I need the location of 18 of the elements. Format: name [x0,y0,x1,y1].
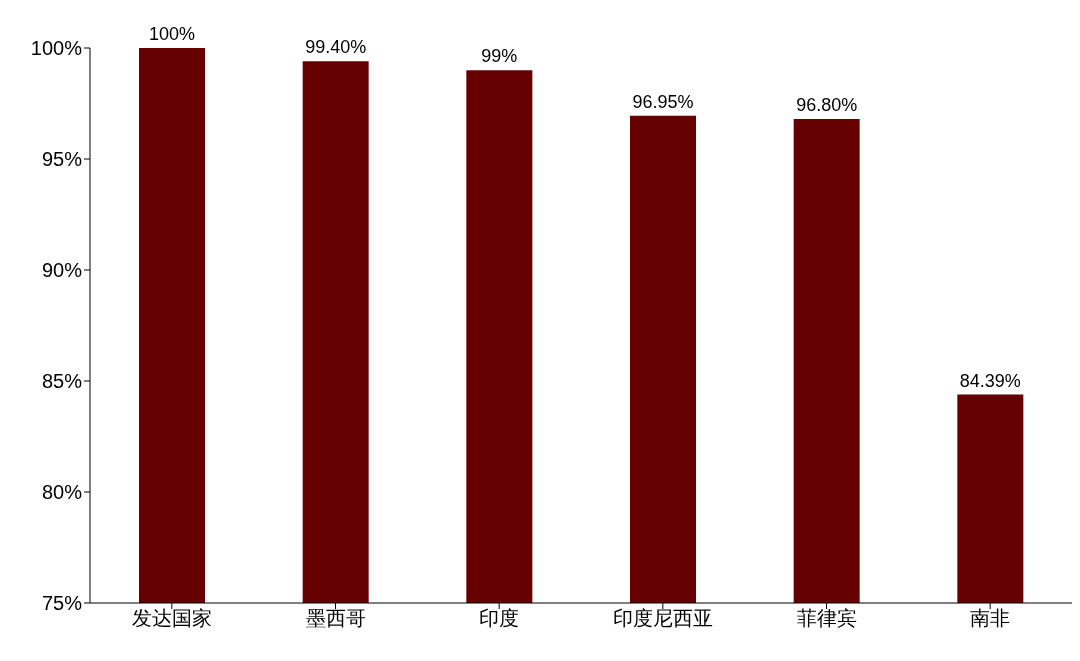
y-tick-label: 90% [41,259,83,282]
data-label: 99.40% [305,37,367,58]
x-tick-label: 发达国家 [131,607,212,630]
x-tick-label: 印度尼西亚 [612,607,713,630]
data-label: 100% [148,24,196,44]
data-label: 96.95% [632,91,694,112]
y-tick-label: 80% [41,481,83,504]
data-label: 84.39% [959,370,1021,391]
x-tick-label: 菲律宾 [796,607,857,630]
y-tick-label: 95% [41,148,83,171]
y-tick-label: 75% [41,592,83,615]
y-tick-label: 85% [41,370,83,393]
x-tick-label: 印度 [479,607,520,630]
x-tick-label: 墨西哥 [305,607,366,630]
data-label: 96.80% [796,95,858,116]
y-tick-label: 100% [30,37,83,60]
x-tick-label: 南非 [970,607,1011,630]
data-label: 99% [481,46,518,67]
